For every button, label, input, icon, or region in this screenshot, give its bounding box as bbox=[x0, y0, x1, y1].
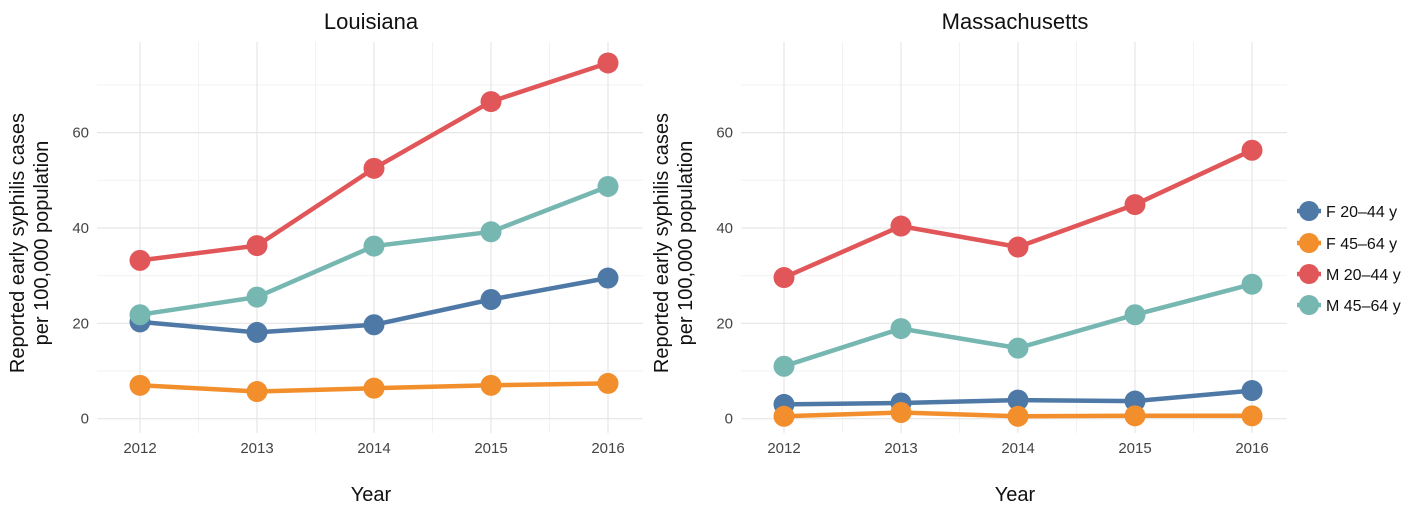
y-tick-label: 0 bbox=[81, 411, 89, 428]
series bbox=[129, 175, 619, 326]
legend-swatch-dot bbox=[1299, 264, 1319, 284]
legend-label: M 45–64 y bbox=[1326, 298, 1401, 315]
legend-label: M 20–44 y bbox=[1326, 267, 1401, 284]
y-axis-title-line1: Reported early syphilis cases bbox=[7, 113, 29, 373]
x-axis-title: Year bbox=[351, 484, 392, 506]
legend-item: F 45–64 y bbox=[1297, 233, 1397, 253]
data-point bbox=[773, 355, 795, 377]
series-group bbox=[129, 52, 619, 403]
data-point bbox=[129, 249, 151, 271]
data-point bbox=[1241, 380, 1263, 402]
data-point bbox=[129, 304, 151, 326]
y-tick-label: 60 bbox=[716, 125, 733, 142]
series bbox=[773, 139, 1263, 289]
x-tick-labels: 2012 2013 2014 2015 2016 bbox=[123, 440, 624, 457]
y-axis-title-line2: per 100,000 population bbox=[675, 141, 697, 346]
series bbox=[129, 372, 619, 403]
data-point bbox=[1241, 139, 1263, 161]
x-tick-label: 2014 bbox=[1001, 440, 1034, 457]
data-point bbox=[1241, 405, 1263, 427]
y-tick-label: 20 bbox=[716, 315, 733, 332]
data-point bbox=[363, 157, 385, 179]
x-tick-labels: 2012 2013 2014 2015 2016 bbox=[767, 440, 1268, 457]
x-tick-label: 2013 bbox=[240, 440, 273, 457]
y-tick-labels: 0 20 40 60 bbox=[716, 125, 733, 428]
x-tick-label: 2015 bbox=[474, 440, 507, 457]
x-tick-label: 2012 bbox=[767, 440, 800, 457]
panel-louisiana: Louisiana 0 20 40 60 2012 2013 2014 2015 2016 Y… bbox=[7, 9, 643, 506]
legend: F 20–44 y F 45–64 y M 20–44 y M 45–64 y bbox=[1297, 201, 1401, 315]
legend-swatch-dot bbox=[1299, 201, 1319, 221]
data-point bbox=[1124, 304, 1146, 326]
data-point bbox=[246, 286, 268, 308]
y-tick-label: 40 bbox=[72, 220, 89, 237]
legend-swatch-dot bbox=[1299, 233, 1319, 253]
y-tick-label: 0 bbox=[725, 411, 733, 428]
panel-title: Louisiana bbox=[324, 9, 419, 34]
data-point bbox=[597, 52, 619, 74]
data-point bbox=[773, 405, 795, 427]
data-point bbox=[246, 321, 268, 343]
legend-swatch-dot bbox=[1299, 295, 1319, 315]
data-point bbox=[1124, 405, 1146, 427]
data-point bbox=[246, 381, 268, 403]
series bbox=[773, 273, 1263, 377]
series bbox=[773, 380, 1263, 415]
data-point bbox=[363, 235, 385, 257]
data-point bbox=[890, 215, 912, 237]
data-point bbox=[597, 267, 619, 289]
data-point bbox=[890, 318, 912, 340]
data-point bbox=[1124, 390, 1146, 412]
data-point bbox=[1007, 236, 1029, 258]
y-axis-title-line2: per 100,000 population bbox=[31, 141, 53, 346]
data-point bbox=[129, 374, 151, 396]
data-point bbox=[597, 372, 619, 394]
y-axis-title-line1: Reported early syphilis cases bbox=[651, 113, 673, 373]
data-point bbox=[773, 267, 795, 289]
data-point bbox=[890, 401, 912, 423]
y-tick-label: 60 bbox=[72, 125, 89, 142]
data-point bbox=[480, 91, 502, 113]
y-tick-label: 20 bbox=[72, 315, 89, 332]
data-point bbox=[1007, 389, 1029, 411]
x-tick-label: 2016 bbox=[591, 440, 624, 457]
data-point bbox=[246, 235, 268, 257]
data-point bbox=[363, 377, 385, 399]
y-tick-labels: 0 20 40 60 bbox=[72, 125, 89, 428]
panel-title: Massachusetts bbox=[942, 9, 1089, 34]
series bbox=[129, 52, 619, 271]
legend-item: F 20–44 y bbox=[1297, 201, 1397, 221]
data-point bbox=[1007, 337, 1029, 359]
data-point bbox=[480, 288, 502, 310]
series bbox=[773, 401, 1263, 427]
x-tick-label: 2015 bbox=[1118, 440, 1151, 457]
x-tick-label: 2016 bbox=[1235, 440, 1268, 457]
data-point bbox=[480, 374, 502, 396]
x-tick-label: 2014 bbox=[357, 440, 390, 457]
x-tick-label: 2013 bbox=[884, 440, 917, 457]
y-tick-label: 40 bbox=[716, 220, 733, 237]
data-point bbox=[363, 314, 385, 336]
legend-item: M 20–44 y bbox=[1297, 264, 1401, 284]
series-group bbox=[773, 139, 1263, 427]
x-tick-label: 2012 bbox=[123, 440, 156, 457]
data-point bbox=[597, 175, 619, 197]
legend-item: M 45–64 y bbox=[1297, 295, 1401, 315]
legend-label: F 20–44 y bbox=[1326, 204, 1397, 221]
x-axis-title: Year bbox=[995, 484, 1036, 506]
data-point bbox=[1241, 273, 1263, 295]
data-point bbox=[1007, 405, 1029, 427]
legend-label: F 45–64 y bbox=[1326, 236, 1397, 253]
data-point bbox=[480, 221, 502, 243]
data-point bbox=[1124, 194, 1146, 216]
